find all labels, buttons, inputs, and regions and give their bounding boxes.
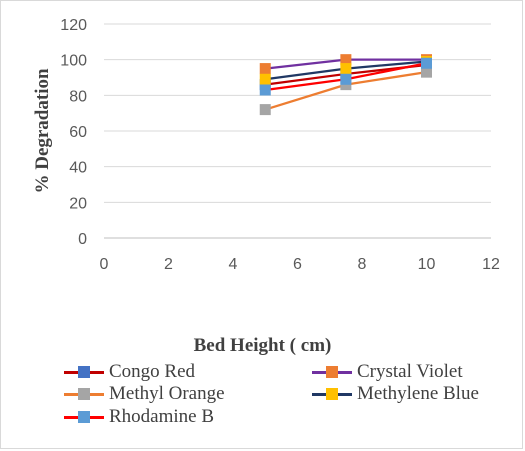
- legend-marker: [78, 366, 90, 378]
- data-point: [340, 73, 352, 85]
- tick-labels: 0 20 40 60 80 100 120 0 2 4 6 8 10 12: [60, 17, 500, 273]
- x-tick-label: 0: [100, 256, 109, 273]
- legend-swatch: [310, 361, 354, 383]
- legend-label: Congo Red: [109, 361, 196, 382]
- legend-label: Methyl Orange: [109, 383, 225, 404]
- data-point: [259, 73, 271, 85]
- x-tick-label: 12: [482, 256, 500, 273]
- y-tick-label: 0: [78, 231, 87, 248]
- x-tick-label: 10: [418, 256, 436, 273]
- data-point: [421, 66, 432, 78]
- gridlines: [104, 23, 491, 203]
- legend-item: Methyl Orange: [62, 383, 225, 405]
- legend-label: Rhodamine B: [109, 406, 215, 427]
- legend-marker: [78, 411, 90, 423]
- legend-item: Crystal Violet: [310, 361, 463, 383]
- y-tick-label: 40: [69, 160, 87, 177]
- legend-label: Crystal Violet: [357, 361, 463, 382]
- legend-swatch: [62, 361, 106, 383]
- data-point: [259, 84, 271, 96]
- data-point: [421, 57, 432, 69]
- series-rhodamine-b: [259, 57, 432, 96]
- y-axis-title: % Degradation: [32, 68, 53, 194]
- series-layer: [259, 54, 432, 116]
- legend-marker: [326, 366, 338, 378]
- legend-swatch: [310, 383, 354, 405]
- x-tick-label: 6: [293, 256, 302, 273]
- legend-marker: [78, 388, 90, 400]
- legend-swatch: [62, 383, 106, 405]
- x-axis-title: Bed Height ( cm): [193, 335, 332, 356]
- x-tick-label: 4: [229, 256, 238, 273]
- y-tick-label: 60: [69, 124, 87, 141]
- data-point: [340, 54, 352, 66]
- legend-marker: [326, 388, 338, 400]
- x-tick-label: 2: [164, 256, 173, 273]
- legend-swatch: [62, 406, 106, 428]
- y-tick-label: 120: [60, 17, 87, 34]
- data-point: [259, 104, 271, 116]
- x-tick-label: 8: [358, 256, 367, 273]
- y-tick-label: 20: [69, 195, 87, 212]
- data-point: [340, 63, 352, 75]
- legend-item: Methylene Blue: [310, 383, 479, 405]
- y-tick-label: 80: [69, 88, 87, 105]
- legend-item: Congo Red: [62, 361, 195, 383]
- legend-label: Methylene Blue: [357, 383, 479, 404]
- y-tick-label: 100: [60, 53, 87, 70]
- data-point: [259, 63, 271, 75]
- legend-item: Rhodamine B: [62, 406, 214, 428]
